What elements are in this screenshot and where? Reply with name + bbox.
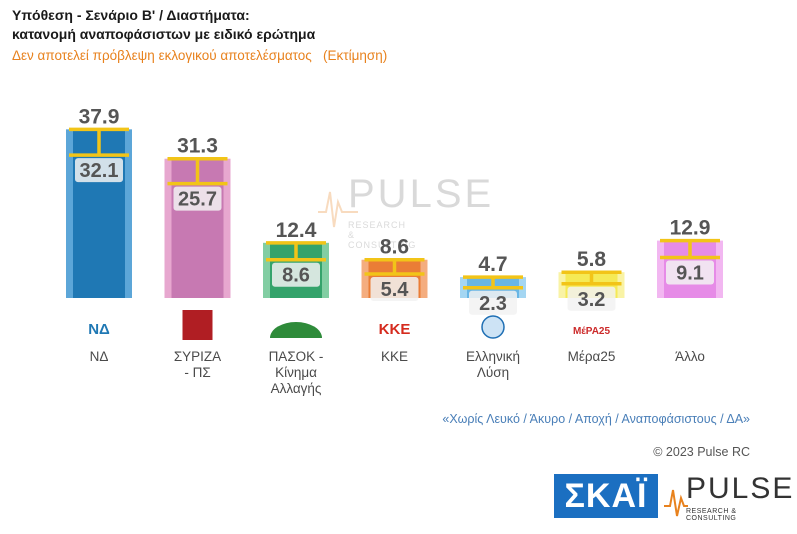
party-label-5: Μέρα25 <box>542 349 642 365</box>
value-low-5: 3.2 <box>578 289 606 311</box>
party-label-line: ΠΑΣΟΚ - <box>268 349 324 364</box>
party-label-line: Άλλο <box>675 349 705 364</box>
value-low-bg-1 <box>173 186 222 211</box>
title-line-1: Υπόθεση - Σενάριο Β' / Διαστήματα: <box>12 7 250 23</box>
party-label-line: - ΠΣ <box>184 365 211 380</box>
value-high-5: 5.8 <box>577 248 607 271</box>
logo-sun-2 <box>270 322 322 338</box>
value-high-0: 37.9 <box>79 105 120 128</box>
pulse-logo-word: PULSE <box>686 472 795 505</box>
pulse-logo-tagline: RESEARCH & CONSULTING <box>686 508 737 522</box>
party-label-6: Άλλο <box>640 349 740 365</box>
party-logo-3: ΚΚΕ <box>379 321 411 338</box>
party-label-4: Ελληνική Λύση <box>443 349 543 381</box>
title-line-2: κατανομή αναποφάσιστων με ειδικό ερώτημα <box>12 26 316 42</box>
logo-box-1 <box>182 310 213 340</box>
footnote: «Χωρίς Λευκό / Άκυρο / Αποχή / Αναποφάσι… <box>442 412 750 426</box>
pulse-logo: PULSE RESEARCH & CONSULTING <box>664 472 792 522</box>
value-low-bg-3 <box>370 276 419 301</box>
copyright: © 2023 Pulse RC <box>653 445 750 459</box>
value-low-bg-0 <box>75 158 123 183</box>
value-low-bg-2 <box>272 262 320 287</box>
party-label-0: ΝΔ <box>49 349 149 365</box>
value-high-4: 4.7 <box>478 253 507 276</box>
chart-subtitle: Δεν αποτελεί πρόβλεψη εκλογικού αποτελέσ… <box>12 48 388 63</box>
party-label-line: Αλλαγής <box>270 381 322 396</box>
value-low-1: 25.7 <box>178 189 217 211</box>
party-label-line: Μέρα25 <box>567 349 616 364</box>
party-logo-0: ΝΔ <box>88 321 110 338</box>
party-label-line: Λύση <box>476 365 510 380</box>
skai-logo: ΣΚΑΪ <box>554 474 658 518</box>
value-low-2: 8.6 <box>282 265 310 287</box>
party-label-2: ΠΑΣΟΚ - Κίνημα Αλλαγής <box>246 349 346 397</box>
logo-circle-4 <box>481 315 505 339</box>
value-low-bg-5 <box>567 286 616 311</box>
watermark-word: PULSE <box>348 172 495 216</box>
chart-title: Υπόθεση - Σενάριο Β' / Διαστήματα: καταν… <box>12 6 315 44</box>
bar-fill-0 <box>73 129 125 298</box>
party-label-3: ΚΚΕ <box>345 349 445 365</box>
party-label-1: ΣΥΡΙΖΑ - ΠΣ <box>148 349 248 381</box>
value-high-6: 12.9 <box>670 217 711 240</box>
value-low-4: 2.3 <box>479 293 507 315</box>
party-label-line: ΝΔ <box>89 349 109 364</box>
party-label-line: Ελληνική <box>465 349 521 364</box>
value-low-3: 5.4 <box>381 279 410 301</box>
party-label-line: ΣΥΡΙΖΑ <box>173 349 222 364</box>
value-high-2: 12.4 <box>276 219 317 242</box>
value-high-3: 8.6 <box>380 236 409 259</box>
value-low-bg-4 <box>469 290 517 315</box>
watermark-tagline: RESEARCH & CONSULTING <box>348 220 417 250</box>
value-low-0: 32.1 <box>80 160 119 182</box>
value-low-6: 9.1 <box>676 263 704 285</box>
party-label-line: ΚΚΕ <box>380 349 408 364</box>
party-label-line: Κίνημα <box>275 365 317 380</box>
party-logo-5: ΜέΡΑ25 <box>573 326 611 337</box>
value-low-bg-6 <box>666 260 714 285</box>
value-high-1: 31.3 <box>177 135 218 158</box>
